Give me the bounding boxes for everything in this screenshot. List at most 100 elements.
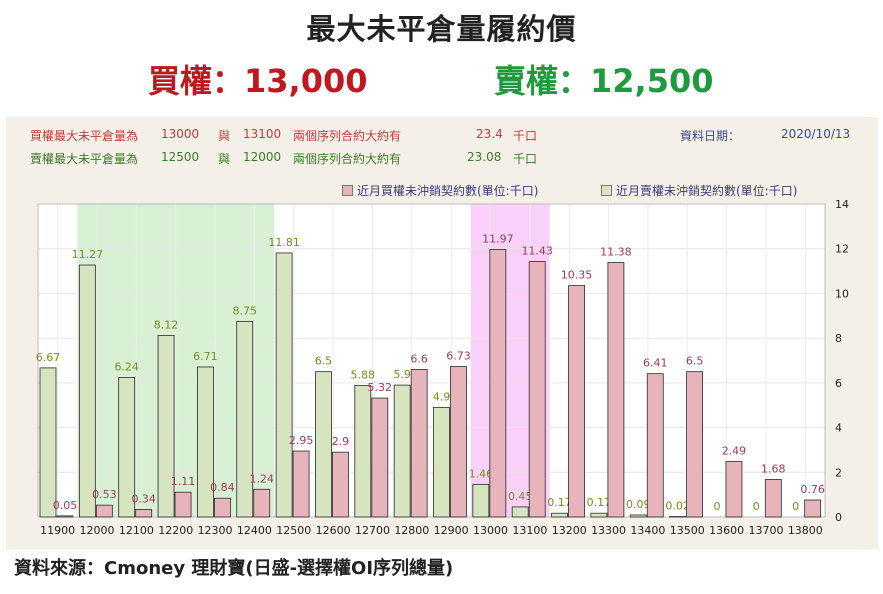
put-bar <box>78 264 96 518</box>
call-bar-label: 0.05 <box>53 499 78 512</box>
legend-put-swatch <box>601 185 612 196</box>
source-note: 資料來源：Cmoney 理財寶(日盛-選擇權OI序列總量) <box>14 558 454 579</box>
date-value: 2020/10/13 <box>781 127 851 141</box>
put-bar <box>275 252 293 518</box>
legend-call-label: 近月買權未沖銷契約數(單位:千口) <box>357 184 539 198</box>
call-info-label: 買權最大未平倉量為 <box>30 129 139 143</box>
call-bar <box>292 450 310 518</box>
put-bar-label: 0.45 <box>508 490 533 503</box>
call-bar <box>332 451 349 518</box>
call-bar-label: 1.11 <box>171 475 196 488</box>
put-bar <box>393 384 411 518</box>
put-bar <box>472 483 490 518</box>
put-bar-label: 0.17 <box>547 496 572 509</box>
call-bar <box>253 488 271 518</box>
put-bar <box>315 371 332 518</box>
put-bar <box>511 506 529 518</box>
y-tick-label: 6 <box>835 377 842 390</box>
put-info-conj: 與 <box>218 152 231 166</box>
put-bar <box>39 367 57 518</box>
call-info-strike2: 13100 <box>243 127 282 141</box>
call-bar-label: 6.6 <box>410 352 428 365</box>
x-tick-label: 12700 <box>355 524 390 537</box>
x-tick-label: 13300 <box>591 524 626 537</box>
call-bar <box>686 371 703 518</box>
call-bar-label: 2.49 <box>722 444 747 457</box>
call-bar <box>489 248 507 518</box>
put-bar <box>157 335 175 518</box>
call-bar <box>450 366 467 518</box>
put-bar-label: 4.9 <box>433 390 451 403</box>
x-tick-label: 12400 <box>237 524 272 537</box>
put-bar-label: 0 <box>713 500 720 513</box>
legend-put: 近月賣權未沖銷契約數(單位:千口) <box>601 182 797 199</box>
call-bar-label: 0.53 <box>92 488 117 501</box>
call-bar <box>135 508 153 518</box>
call-bar-label: 1.68 <box>761 462 786 475</box>
call-bar-label: 6.73 <box>446 350 471 363</box>
put-info-value: 23.08 <box>467 150 502 164</box>
x-tick-label: 13200 <box>552 524 587 537</box>
put-bar-label: 0.09 <box>626 498 651 511</box>
put-bar-label: 1.46 <box>469 467 494 480</box>
put-bar-label: 0.17 <box>587 496 612 509</box>
x-tick-label: 12200 <box>158 524 193 537</box>
x-tick-label: 12600 <box>316 524 351 537</box>
call-bar <box>213 497 231 518</box>
y-tick-label: 8 <box>835 332 842 345</box>
y-tick-label: 4 <box>835 422 842 435</box>
call-bar <box>410 369 428 518</box>
put-bar <box>433 407 450 518</box>
put-info-label: 賣權最大未平倉量為 <box>30 152 139 166</box>
put-bar <box>118 377 136 518</box>
put-bar-label: 8.12 <box>154 318 179 331</box>
x-tick-label: 13100 <box>512 524 547 537</box>
put-bar <box>590 512 608 518</box>
legend-put-label: 近月賣權未沖銷契約數(單位:千口) <box>616 184 798 198</box>
page-title: 最大未平倉量履約價 <box>306 12 577 46</box>
put-bar-label: 0 <box>753 500 760 513</box>
put-bar-label: 6.24 <box>114 360 139 373</box>
call-bar-label: 2.9 <box>332 435 350 448</box>
x-tick-label: 12100 <box>119 524 154 537</box>
x-tick-label: 13800 <box>788 524 823 537</box>
call-bar-label: 11.43 <box>521 244 553 257</box>
x-tick-label: 13000 <box>473 524 508 537</box>
put-info-strike2: 12000 <box>243 150 282 164</box>
put-bar <box>236 320 254 518</box>
call-bar <box>528 261 546 518</box>
put-bar <box>196 366 214 518</box>
y-tick-label: 10 <box>835 287 849 300</box>
put-bar-label: 6.71 <box>193 350 218 363</box>
call-bar-label: 2.95 <box>289 434 314 447</box>
put-bar-label: 0 <box>792 500 799 513</box>
x-tick-label: 12900 <box>434 524 469 537</box>
put-bar <box>354 385 372 518</box>
x-tick-label: 12300 <box>198 524 233 537</box>
put-bar-label: 0.02 <box>665 500 690 513</box>
call-bar-label: 6.41 <box>643 357 668 370</box>
call-bar-label: 11.97 <box>482 232 514 245</box>
put-bar <box>551 512 568 518</box>
y-tick-label: 12 <box>835 243 849 256</box>
call-info-strike1: 13000 <box>161 127 200 141</box>
put-bar-label: 11.81 <box>268 236 300 249</box>
put-bar-label: 5.9 <box>393 368 411 381</box>
put-bar-label: 5.88 <box>351 369 376 382</box>
x-tick-label: 12800 <box>394 524 429 537</box>
x-tick-label: 13700 <box>748 524 783 537</box>
call-info-unit: 千口 <box>513 129 538 143</box>
call-bar <box>607 262 625 518</box>
call-bar-label: 11.38 <box>600 246 632 259</box>
call-info-value: 23.4 <box>476 127 503 141</box>
plot-border <box>37 203 826 518</box>
y-tick-label: 2 <box>835 466 842 479</box>
legend-call: 近月買權未沖銷契約數(單位:千口) <box>342 182 538 199</box>
y-tick-label: 0 <box>835 511 842 524</box>
call-bar <box>371 397 389 518</box>
call-bar-label: 1.24 <box>250 472 275 485</box>
call-bar-label: 5.32 <box>368 381 393 394</box>
call-bar-label: 0.34 <box>131 492 156 505</box>
call-bar <box>725 460 743 518</box>
